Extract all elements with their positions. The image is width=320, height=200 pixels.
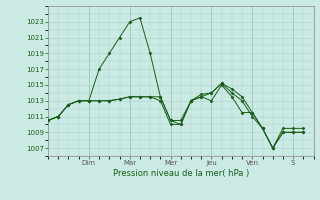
X-axis label: Pression niveau de la mer( hPa ): Pression niveau de la mer( hPa ) xyxy=(113,169,249,178)
